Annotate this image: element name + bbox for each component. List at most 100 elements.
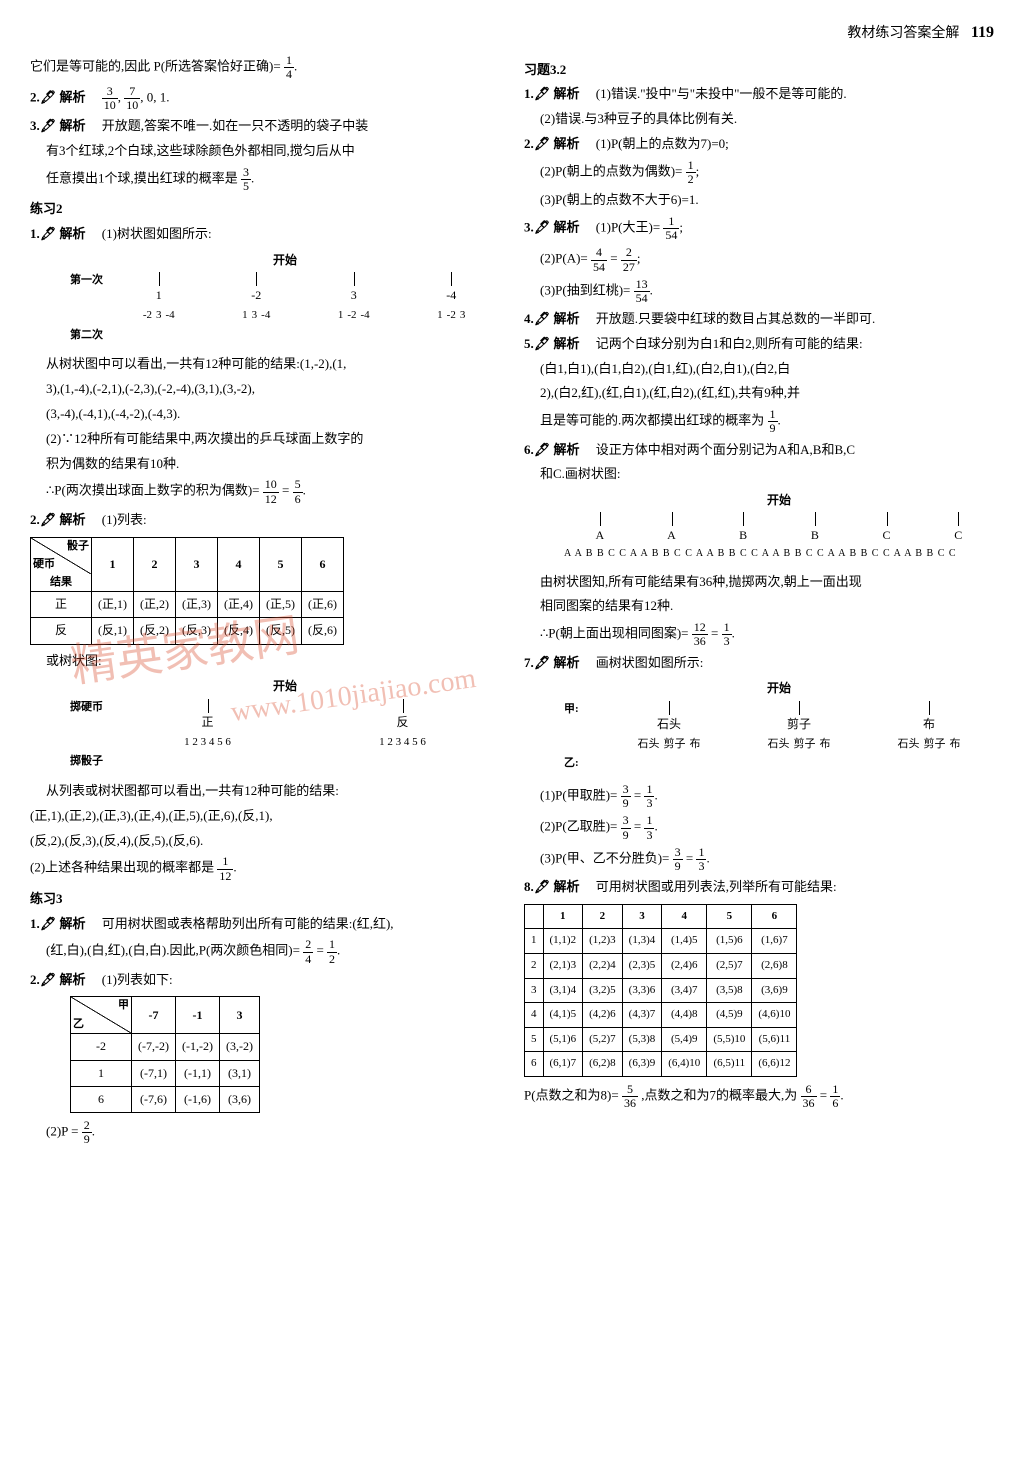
r-q6-e: ∴P(朝上面出现相同图案)= 1236 = 13. (524, 621, 994, 648)
r-q7-b: (1)P(甲取胜)= 39 = 13. (524, 783, 994, 810)
ex2-q1-prefix: 1.🖋 解析 (30, 226, 86, 241)
r-q6-e-text: ∴P(朝上面出现相同图案)= (540, 626, 689, 641)
r-q8-prefix: 8.🖋 解析 (524, 879, 580, 894)
ex2-q1-line: 1.🖋 解析 (1)树状图如图所示: (30, 224, 500, 245)
r-q2-a: (1)P(朝上的点数为7)=0; (596, 136, 729, 151)
r-q4-prefix: 4.🖋 解析 (524, 311, 580, 326)
ex3-q2-p2: (2)P = 29. (30, 1119, 500, 1146)
ex2-q1-c3: (3,-4),(-4,1),(-4,-2),(-4,3). (30, 404, 500, 425)
left-column: 它们是等可能的,因此 P(所选答案恰好正确)= 14. 2.🖋 解析 310, … (30, 54, 500, 1151)
tree3-n5: C (922, 526, 994, 545)
r-q1: 1.🖋 解析 (1)错误."投中"与"未投中"一般不是等可能的. (524, 84, 994, 105)
ex2-q2-c2: (正,1),(正,2),(正,3),(正,4),(正,5),(正,6),(反,1… (30, 806, 500, 827)
r-q3: 3.🖋 解析 (1)P(大王)= 154; (524, 215, 994, 242)
r-q7-c: (2)P(乙取胜)= 39 = 13. (524, 814, 994, 841)
ex2-q2-prefix: 2.🖋 解析 (30, 512, 86, 527)
tree2-root: 开始 (70, 677, 500, 696)
r-q2-b: (2)P(朝上的点数为偶数)= 12; (524, 159, 994, 186)
ex2-q2-text: (1)列表: (102, 512, 147, 527)
r-q4-text: 开放题.只要袋中红球的数目占其总数的一半即可. (596, 311, 876, 326)
r-q7-prefix: 7.🖋 解析 (524, 655, 580, 670)
r-q6: 6.🖋 解析 设正方体中相对两个面分别记为A和A,B和B,C (524, 440, 994, 461)
q3-frac: 35 (241, 166, 251, 193)
tree1-n1: -2 (251, 288, 261, 302)
tree2-r1-label: 掷硬币 (70, 699, 110, 752)
r-q5-a: 记两个白球分别为白1和白2,则所有可能的结果: (596, 336, 863, 351)
intro-text: 它们是等可能的,因此 P(所选答案恰好正确)= (30, 58, 281, 73)
tree1-root: 开始 (70, 251, 500, 270)
or-tree-label: 或树状图: (30, 651, 500, 672)
ex3-title: 练习3 (30, 889, 500, 910)
intro-line: 它们是等可能的,因此 P(所选答案恰好正确)= 14. (30, 54, 500, 81)
table1: 骰子硬币结果 123 456 正(正,1)(正,2)(正,3)(正,4)(正,5… (30, 537, 344, 645)
r-q2-b-text: (2)P(朝上的点数为偶数)= (540, 163, 682, 178)
r-q7-a: 画树状图如图所示: (596, 655, 704, 670)
table2: 甲乙 -7-13 -2(-7,-2)(-1,-2)(3,-2) 1(-7,1)(… (70, 996, 260, 1113)
ex2-q1-ans-prefix: ∴P(两次摸出球面上数字的积为偶数)= (46, 483, 260, 498)
tree1-n2: 3 (351, 288, 357, 302)
r-q6-b: 和C.画树状图: (524, 464, 994, 485)
q3-text3: 任意摸出1个球,摸出红球的概率是 (46, 171, 238, 186)
tree3-n0: A (564, 526, 636, 545)
r-q6-prefix: 6.🖋 解析 (524, 442, 580, 457)
r-q8: 8.🖋 解析 可用树状图或用列表法,列举所有可能结果: (524, 877, 994, 898)
table3: 123456 1(1,1)2(1,2)3(1,3)4(1,4)5(1,5)6(1… (524, 904, 797, 1077)
ex2-q2-c3: (反,2),(反,3),(反,4),(反,5),(反,6). (30, 831, 500, 852)
r-q1-b: (2)错误.与3种豆子的具体比例有关. (524, 109, 994, 130)
q3-prefix: 3.🖋 解析 (30, 118, 86, 133)
header-title: 教材练习答案全解 (847, 26, 959, 41)
r-q7: 7.🖋 解析 画树状图如图所示: (524, 653, 994, 674)
ex3-q2-line: 2.🖋 解析 (1)列表如下: (30, 970, 500, 991)
r-q2: 2.🖋 解析 (1)P(朝上的点数为7)=0; (524, 134, 994, 155)
ex2-q1-p2a: (2)∵12种所有可能结果中,两次摸出的乒乓球面上数字的 (30, 429, 500, 450)
tree1-n3: -4 (446, 288, 456, 302)
ex3-q2-text: (1)列表如下: (102, 972, 173, 987)
r-q5-d: 且是等可能的.两次都摸出红球的概率为 19. (524, 408, 994, 435)
tree3-root: 开始 (564, 491, 994, 510)
tree3-n2: B (707, 526, 779, 545)
page-header: 教材练习答案全解 119 (30, 20, 994, 46)
q3-line1: 3.🖋 解析 开放题,答案不唯一.如在一只不透明的袋子中装 (30, 116, 500, 137)
ex3-q1-prefix: 1.🖋 解析 (30, 916, 86, 931)
tree2-l0: 1 2 3 4 5 6 (110, 734, 305, 752)
ex2-q2-c1: 从列表或树状图都可以看出,一共有12种可能的结果: (30, 781, 500, 802)
ex2-title: 练习2 (30, 199, 500, 220)
intro-frac: 14 (284, 54, 294, 81)
tree4-r1-label: 甲: (564, 701, 604, 754)
r-q6-d: 相同图案的结果有12种. (524, 596, 994, 617)
r-q2-prefix: 2.🖋 解析 (524, 136, 580, 151)
r-q5: 5.🖋 解析 记两个白球分别为白1和白2,则所有可能的结果: (524, 334, 994, 355)
ex2-q2-line: 2.🖋 解析 (1)列表: (30, 510, 500, 531)
r-q6-c: 由树状图知,所有可能结果有36种,抛掷两次,朝上一面出现 (524, 572, 994, 593)
tree2-r2-label: 掷骰子 (70, 753, 110, 771)
q2-prefix: 2.🖋 解析 (30, 90, 86, 105)
tree3-n4: C (851, 526, 923, 545)
r-q3-b: (2)P(A)= 454 = 227; (524, 246, 994, 273)
ex2-q1-c2: 3),(1,-4),(-2,1),(-2,3),(-2,-4),(3,1),(3… (30, 379, 500, 400)
ex2-q2-p2-text: (2)上述各种结果出现的概率都是 (30, 860, 214, 875)
ex3-q1-cont-text: (红,白),(白,红),(白,白).因此,P(两次颜色相同)= (46, 943, 300, 958)
r-q3-b-text: (2)P(A)= (540, 251, 588, 266)
tree2-l1: 1 2 3 4 5 6 (305, 734, 500, 752)
r-q1-a: (1)错误."投中"与"未投中"一般不是等可能的. (596, 86, 847, 101)
tree4-r2-label: 乙: (564, 755, 604, 773)
tree4-n0: 石头 (657, 717, 681, 731)
ex3-q1-cont: (红,白),(白,红),(白,白).因此,P(两次颜色相同)= 24 = 12. (30, 938, 500, 965)
q3-line2: 有3个红球,2个白球,这些球除颜色外都相同,搅匀后从中 (30, 141, 500, 162)
ex2-q1-ans: ∴P(两次摸出球面上数字的积为偶数)= 1012 = 56. (30, 478, 500, 505)
r-q3-prefix: 3.🖋 解析 (524, 220, 580, 235)
r-q1-prefix: 1.🖋 解析 (524, 86, 580, 101)
ex3-q1-text: 可用树状图或表格帮助列出所有可能的结果:(红,红), (102, 916, 394, 931)
right-column: 习题3.2 1.🖋 解析 (1)错误."投中"与"未投中"一般不是等可能的. (… (524, 54, 994, 1151)
r-q4: 4.🖋 解析 开放题.只要袋中红球的数目占其总数的一半即可. (524, 309, 994, 330)
r-q5-d-text: 且是等可能的.两次都摸出红球的概率为 (540, 413, 764, 428)
main-columns: 精英家教网 www.1010jiajiao.com 它们是等可能的,因此 P(所… (30, 54, 994, 1151)
sec32-title: 习题3.2 (524, 60, 994, 81)
tree2-n0: 正 (201, 715, 213, 729)
tree2: 开始 掷硬币 正 1 2 3 4 5 6 反 1 2 3 4 5 6 掷骰子 (70, 677, 500, 771)
r-q2-c: (3)P(朝上的点数不大于6)=1. (524, 190, 994, 211)
tree1-n0: 1 (156, 288, 162, 302)
r-q8-a: 可用树状图或用列表法,列举所有可能结果: (596, 879, 837, 894)
ex2-q1-p2b: 积为偶数的结果有10种. (30, 454, 500, 475)
tree4: 开始 甲: 石头 石头剪子布 剪子 石头剪子布 布 石头剪子布 乙: (564, 679, 994, 773)
